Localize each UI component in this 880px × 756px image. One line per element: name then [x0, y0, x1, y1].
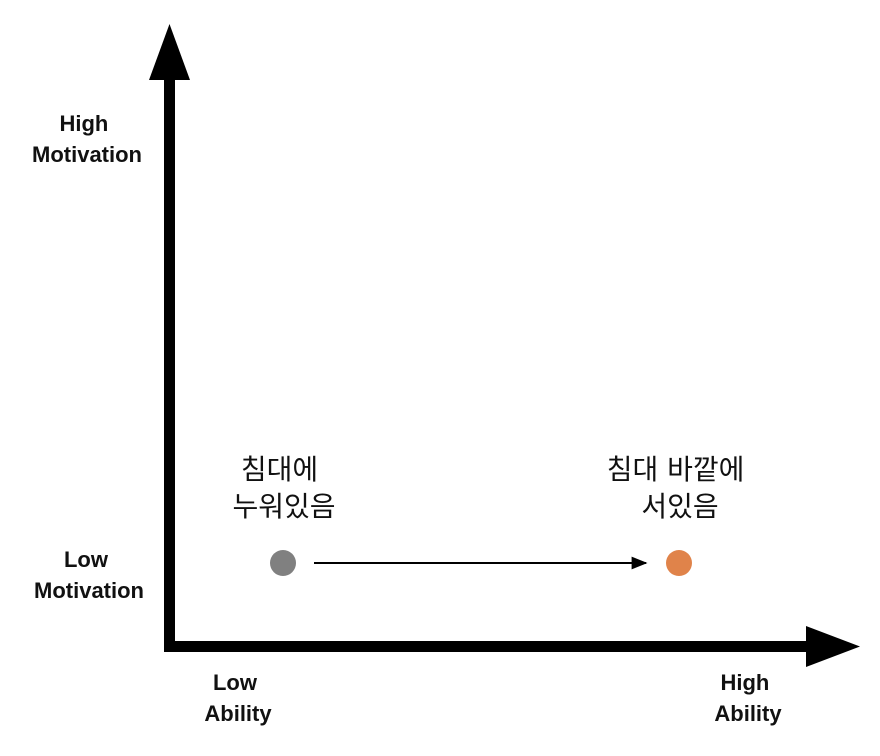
- y-axis-arrowhead: [149, 24, 190, 80]
- end-point-dot: [666, 550, 692, 576]
- start-point-label: 침대에 누워있음: [232, 453, 335, 523]
- end-point-label: 침대 바깥에 서있음: [607, 453, 754, 523]
- x-high-label: High Ability: [714, 670, 782, 726]
- y-high-label: High Motivation: [32, 111, 142, 167]
- x-low-label: Low Ability: [204, 670, 272, 726]
- start-point-dot: [270, 550, 296, 576]
- x-axis-line: [164, 641, 810, 652]
- y-low-label: Low Motivation: [34, 547, 144, 603]
- x-axis-arrowhead: [806, 626, 860, 667]
- y-axis-line: [164, 70, 175, 652]
